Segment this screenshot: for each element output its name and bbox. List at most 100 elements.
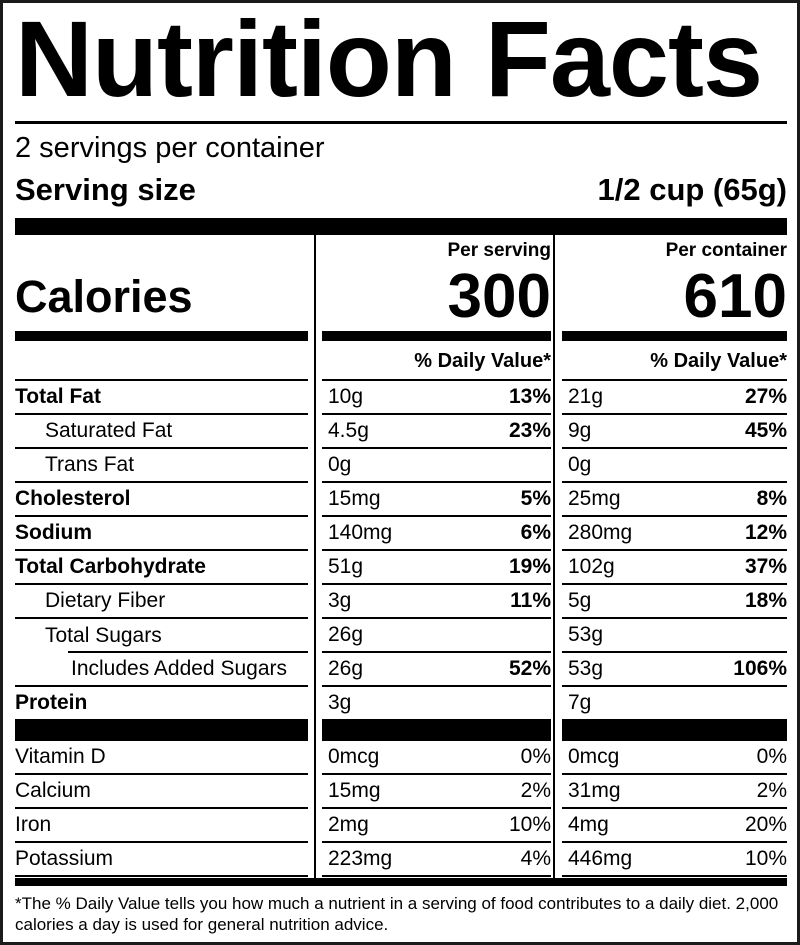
container-dv: 27%: [744, 385, 787, 408]
calories-per-container: 610: [683, 262, 787, 332]
serving-amount: 3g: [328, 691, 352, 714]
vitamin-row-iron: Iron 2mg 10% 4mg 20%: [15, 809, 787, 843]
label-title: Nutrition Facts: [15, 0, 763, 119]
serving-amount: 4.5g: [328, 419, 369, 442]
vitamins-section-bar: [15, 721, 787, 741]
serving-amount: 15mg: [328, 487, 381, 510]
nutrient-row-cholesterol: Cholesterol 15mg 5% 25mg 8%: [15, 483, 787, 517]
nutrient-name: Includes Added Sugars: [71, 657, 287, 680]
vitamin-row-potassium: Potassium 223mg 4% 446mg 10%: [15, 843, 787, 877]
column-headers-row: Per serving Per container: [15, 235, 788, 262]
title-divider: [15, 121, 787, 124]
container-amount: 0g: [568, 453, 592, 476]
serving-size-value: 1/2 cup (65g): [597, 172, 788, 207]
vitamin-row-calcium: Calcium 15mg 2% 31mg 2%: [15, 775, 787, 809]
serving-amount: 3g: [328, 589, 352, 612]
vitamin-row-vitamin-d: Vitamin D 0mcg 0% 0mcg 0%: [15, 741, 787, 775]
daily-value-header-serving: % Daily Value*: [322, 341, 551, 381]
nutrient-name: Calcium: [15, 779, 91, 802]
calories-underbar: [15, 331, 787, 341]
container-amount: 31mg: [568, 779, 621, 802]
daily-value-footnote: *The % Daily Value tells you how much a …: [15, 894, 779, 934]
nutrient-row-saturated-fat: Saturated Fat 4.5g 23% 9g 45%: [15, 415, 787, 449]
container-dv: 8%: [756, 487, 787, 510]
nutrient-name: Dietary Fiber: [45, 589, 166, 612]
serving-amount: 223mg: [328, 847, 393, 870]
servings-per-container: 2 servings per container: [15, 132, 325, 164]
nutrient-row-total-sugars: Total Sugars 26g 53g: [15, 619, 787, 653]
nutrient-row-sodium: Sodium 140mg 6% 280mg 12%: [15, 517, 787, 551]
container-amount: 53g: [568, 657, 604, 680]
container-dv: 10%: [744, 847, 787, 870]
nutrient-row-added-sugars: Includes Added Sugars 26g 52% 53g 106%: [15, 653, 787, 687]
nutrient-row-protein: Protein 3g 7g: [15, 687, 787, 721]
nutrient-name: Protein: [15, 691, 88, 714]
container-dv: 18%: [744, 589, 787, 612]
serving-dv: 6%: [520, 521, 551, 544]
nutrient-name: Trans Fat: [45, 453, 135, 476]
daily-value-header-row: % Daily Value* % Daily Value*: [15, 341, 787, 381]
nutrient-row-trans-fat: Trans Fat 0g 0g: [15, 449, 787, 483]
serving-dv: 0%: [520, 745, 551, 768]
serving-size-label: Serving size: [15, 172, 196, 207]
serving-amount: 15mg: [328, 779, 381, 802]
container-amount: 0mcg: [568, 745, 620, 768]
serving-amount: 10g: [328, 385, 364, 408]
container-amount: 446mg: [568, 847, 633, 870]
serving-amount: 51g: [328, 555, 364, 578]
per-serving-header: Per serving: [447, 240, 552, 261]
container-dv: 45%: [744, 419, 787, 442]
container-dv: 20%: [744, 813, 787, 836]
container-dv: 0%: [756, 745, 787, 768]
section-bar-thick: [15, 218, 787, 235]
container-amount: 9g: [568, 419, 592, 442]
serving-dv: 11%: [510, 589, 551, 612]
nutrient-row-total-fat: Total Fat 10g 13% 21g 27%: [15, 381, 787, 415]
nutrient-name: Saturated Fat: [45, 419, 173, 442]
container-amount: 21g: [568, 385, 604, 408]
nutrient-name: Iron: [15, 813, 52, 836]
serving-amount: 140mg: [328, 521, 393, 544]
serving-dv: 5%: [520, 487, 551, 510]
nutrient-name: Cholesterol: [15, 487, 131, 510]
container-amount: 102g: [568, 555, 615, 578]
serving-dv: 23%: [508, 419, 551, 442]
serving-amount: 26g: [328, 657, 364, 680]
serving-amount: 0g: [328, 453, 352, 476]
calories-label: Calories: [15, 271, 193, 322]
serving-size-row: Serving size 1/2 cup (65g): [15, 168, 787, 212]
nutrient-name: Total Carbohydrate: [15, 555, 206, 578]
nutrient-name: Sodium: [15, 521, 92, 544]
serving-dv: 10%: [508, 813, 551, 836]
nutrient-row-dietary-fiber: Dietary Fiber 3g 11% 5g 18%: [15, 585, 787, 619]
serving-dv: 19%: [508, 555, 551, 578]
nutrient-name: Total Fat: [15, 385, 101, 408]
container-amount: 25mg: [568, 487, 621, 510]
nutrient-name: Total Sugars: [45, 624, 162, 647]
daily-value-header-container: % Daily Value*: [562, 341, 787, 381]
container-amount: 53g: [568, 623, 604, 646]
container-dv: 106%: [733, 657, 787, 680]
container-amount: 5g: [568, 589, 592, 612]
per-container-header: Per container: [665, 240, 787, 261]
column-divider-1: [314, 235, 316, 878]
serving-amount: 0mcg: [328, 745, 380, 768]
column-divider-2: [553, 235, 555, 878]
container-dv: 12%: [744, 521, 787, 544]
serving-amount: 26g: [328, 623, 364, 646]
footnote-section-bar: [15, 878, 787, 886]
container-dv: 37%: [744, 555, 787, 578]
container-dv: 2%: [756, 779, 787, 802]
calories-row: Calories 300 610: [15, 262, 787, 331]
serving-dv: 2%: [520, 779, 551, 802]
nutrient-row-total-carbohydrate: Total Carbohydrate 51g 19% 102g 37%: [15, 551, 787, 585]
container-amount: 4mg: [568, 813, 609, 836]
nutrition-grid: Per serving Per container Calories 300 6…: [15, 235, 787, 886]
serving-dv: 52%: [508, 657, 551, 680]
container-amount: 280mg: [568, 521, 633, 544]
container-amount: 7g: [568, 691, 592, 714]
nutrient-name: Vitamin D: [15, 745, 106, 768]
nutrient-name: Potassium: [15, 847, 114, 870]
serving-amount: 2mg: [328, 813, 369, 836]
